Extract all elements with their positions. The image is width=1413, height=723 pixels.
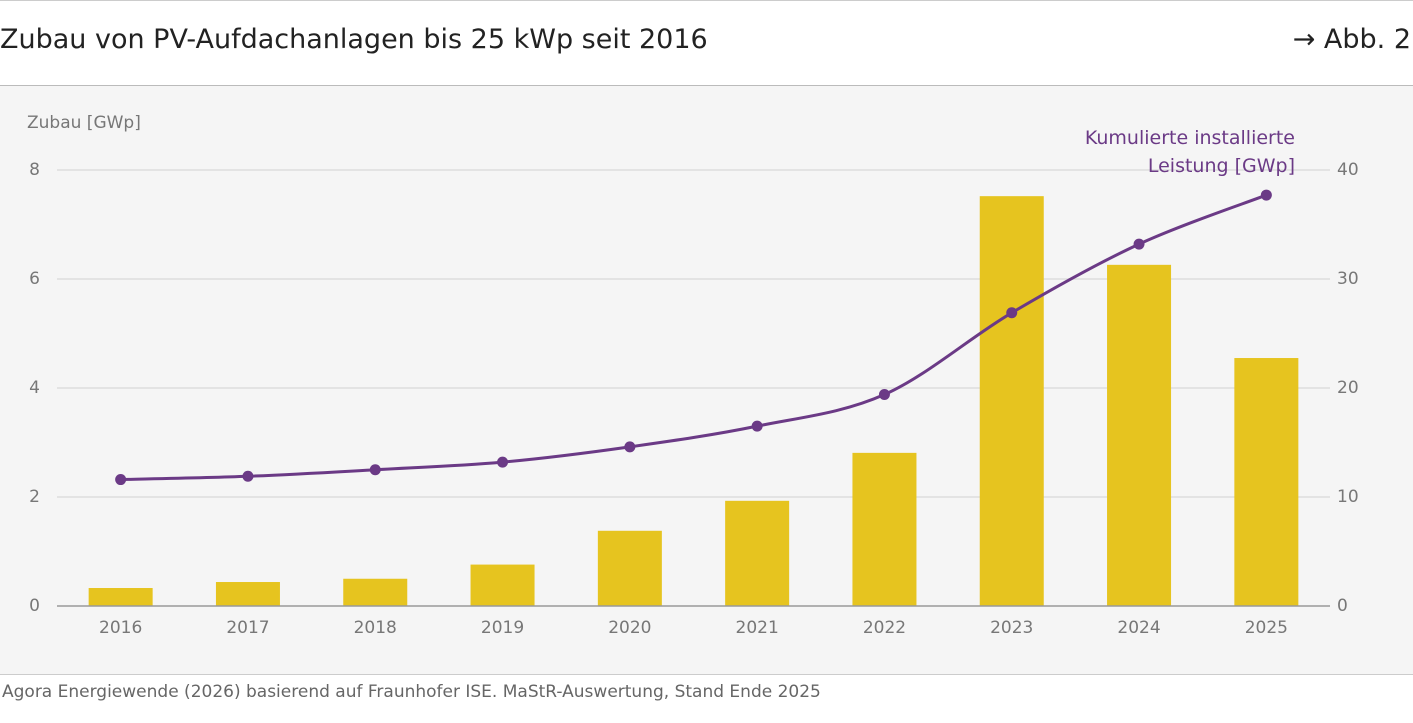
line-point [497,456,509,468]
bar [725,500,790,606]
source-note: Agora Energiewende (2026) basierend auf … [2,682,821,702]
y2-tick-label: 10 [1337,487,1359,507]
line-point [115,474,127,486]
x-tick-label: 2016 [99,618,142,638]
separator [0,85,1413,86]
bar [470,564,535,606]
bar [1107,264,1172,606]
line-point [1133,238,1145,250]
x-tick-label: 2024 [1117,618,1160,638]
x-tick-label: 2021 [736,618,779,638]
y2-tick-label: 0 [1337,596,1348,616]
line-point [878,389,890,401]
y-tick-label: 2 [29,487,40,507]
y-tick-label: 6 [29,269,40,289]
bottom-rule [0,674,1413,675]
bar [597,530,662,606]
bar [215,582,280,606]
line-point [369,464,381,476]
figure-reference: → Abb. 2 [1292,24,1411,55]
y-axis-label: Zubau [GWp] [27,113,141,133]
top-rule [0,0,1413,1]
line-point [1260,189,1272,201]
bar [343,578,408,606]
y-tick-label: 4 [29,378,40,398]
line-point [242,470,254,482]
line-point [624,441,636,453]
x-tick-label: 2019 [481,618,524,638]
bar [1234,358,1299,606]
y2-tick-label: 20 [1337,378,1359,398]
x-tick-label: 2017 [226,618,269,638]
line [120,193,1267,482]
line-point [751,420,763,432]
x-tick-label: 2020 [608,618,651,638]
line-label: Kumulierte installierte Leistung [GWp] [1084,127,1295,177]
bar [979,196,1044,606]
bar [88,588,153,606]
bar [852,452,917,606]
x-tick-label: 2018 [354,618,397,638]
y-tick-label: 8 [29,160,40,180]
y2-tick-label: 30 [1337,269,1359,289]
x-tick-label: 2022 [863,618,906,638]
y2-tick-label: 40 [1337,160,1359,180]
line-point [1006,307,1018,319]
chart-panel [0,86,1413,674]
chart-title: Zubau von PV-Aufdachanlagen bis 25 kWp s… [0,24,708,55]
x-tick-label: 2025 [1245,618,1288,638]
x-tick-label: 2023 [990,618,1033,638]
y-tick-label: 0 [29,596,40,616]
